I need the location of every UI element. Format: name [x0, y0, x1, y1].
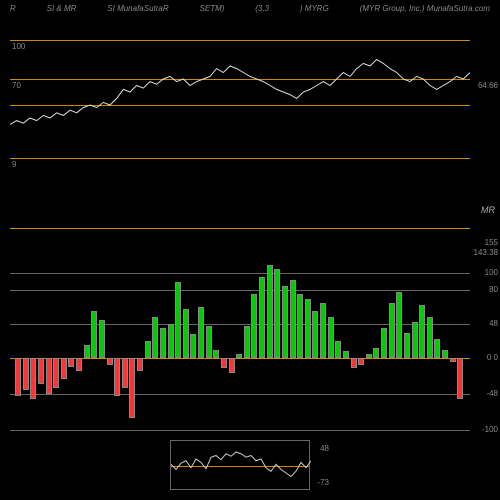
header-text: SI MunafaSutraR [107, 4, 168, 13]
mini-chart: 48-73 [170, 440, 310, 490]
header-text: ) MYRG [300, 4, 329, 13]
header-text: SETM) [200, 4, 225, 13]
mr-bar-chart: 10080480 0-48-100MR155143.38 [10, 220, 470, 430]
header-text: R [10, 4, 16, 13]
header-text: (3,3 [255, 4, 269, 13]
header: R SI & MR SI MunafaSutraR SETM) (3,3 ) M… [0, 0, 500, 17]
header-text: (MYR Group, Inc.) MunafaSutra.com [360, 4, 490, 13]
price-chart: 10070964.66 [10, 40, 470, 170]
header-text: SI & MR [47, 4, 77, 13]
